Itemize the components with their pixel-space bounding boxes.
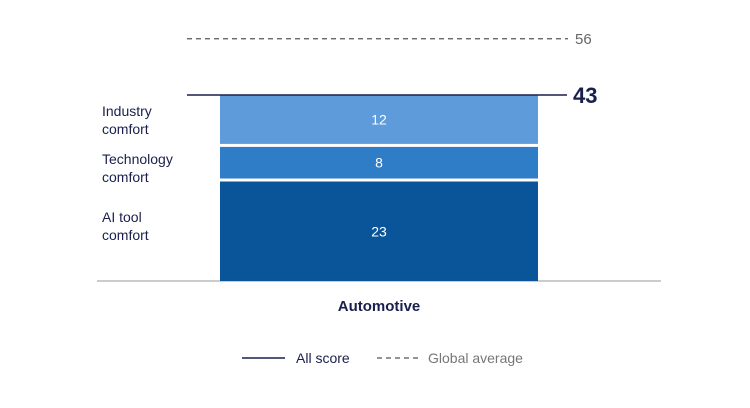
legend-global-average-label: Global average bbox=[428, 350, 523, 366]
bar-segment-technology-comfort bbox=[220, 146, 538, 179]
row-label-industry-line2: comfort bbox=[102, 121, 149, 137]
bar-segment-industry-comfort bbox=[220, 95, 538, 144]
global-average-value: 56 bbox=[575, 31, 592, 48]
all-score-value: 43 bbox=[573, 83, 597, 108]
row-label-ai-tool-line2: comfort bbox=[102, 227, 149, 243]
category-label-automotive: Automotive bbox=[338, 298, 421, 315]
legend-all-score-label: All score bbox=[296, 350, 350, 366]
row-label-industry-line1: Industry bbox=[102, 103, 152, 119]
row-label-technology-line2: comfort bbox=[102, 169, 149, 185]
row-label-technology-line1: Technology bbox=[102, 151, 173, 167]
data-label-industry-comfort: 12 bbox=[371, 111, 387, 127]
data-label-ai-tool-comfort: 23 bbox=[371, 223, 387, 239]
row-label-ai-tool-line1: AI tool bbox=[102, 209, 142, 225]
data-label-technology-comfort: 8 bbox=[375, 155, 383, 171]
bar-segment-ai-tool-comfort bbox=[220, 181, 538, 281]
legend: All score Global average bbox=[242, 350, 523, 366]
